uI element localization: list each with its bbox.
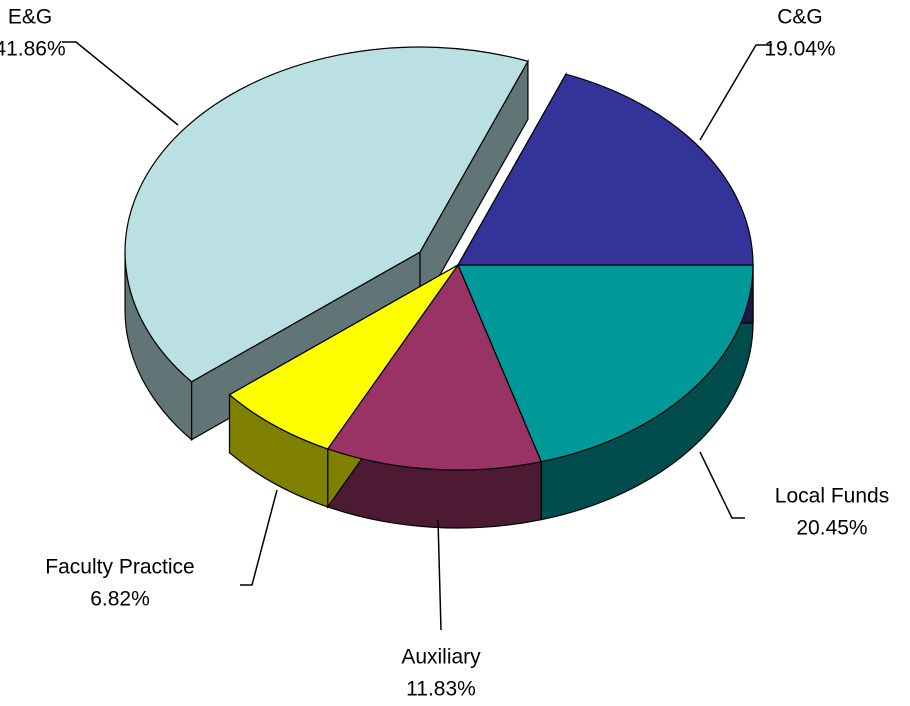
pie-slice <box>456 73 754 266</box>
leader-line <box>699 44 772 141</box>
pie-slice <box>457 264 754 463</box>
leader-line <box>437 519 442 631</box>
slice-label: Local Funds <box>775 485 889 508</box>
leader-line <box>699 451 745 519</box>
slice-value-label: 19.04% <box>764 38 835 61</box>
slice-value-label: 41.86% <box>0 38 66 61</box>
pie-slice <box>124 46 529 383</box>
slice-label: Faculty Practice <box>45 556 194 579</box>
slice-value-label: 11.83% <box>406 678 476 701</box>
leader-line <box>240 489 278 586</box>
slice-label: C&G <box>777 6 823 29</box>
slice-value-label: 6.82% <box>90 588 150 611</box>
leader-line <box>62 41 179 126</box>
slice-label: Auxiliary <box>401 646 481 669</box>
pie <box>124 46 754 529</box>
slice-value-label: 20.45% <box>796 517 867 540</box>
pie-slice <box>326 263 543 471</box>
slice-label: E&G <box>8 6 52 29</box>
pie-slice <box>228 264 459 450</box>
